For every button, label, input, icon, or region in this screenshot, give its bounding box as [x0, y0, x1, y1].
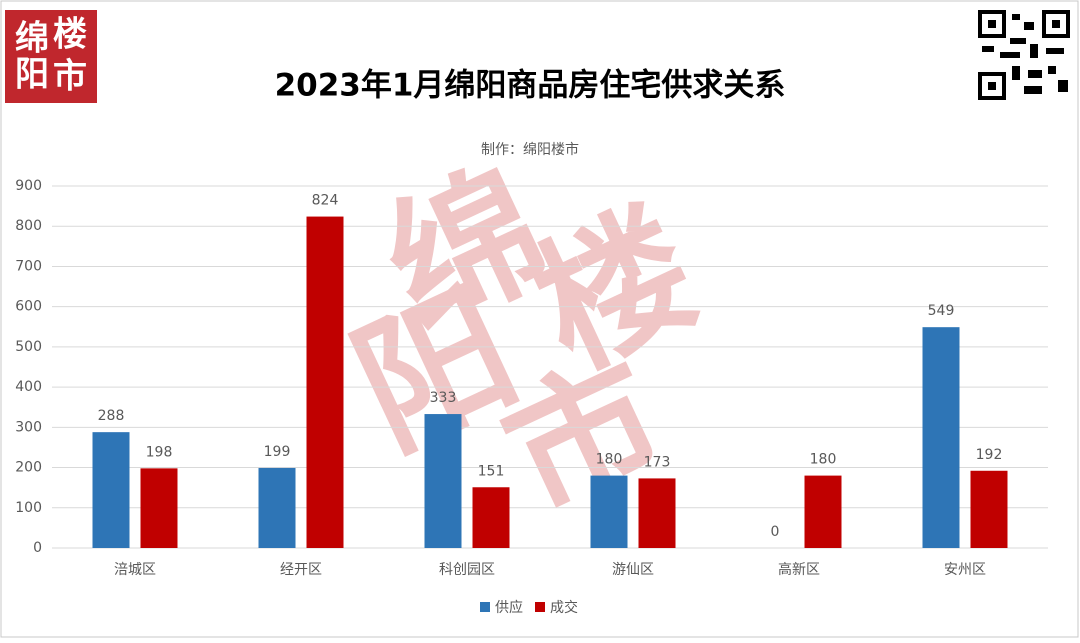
logo-char: 楼 — [53, 15, 87, 55]
y-tick-label: 100 — [15, 500, 42, 516]
chart-subtitle: 制作：绵阳楼市 — [481, 141, 579, 158]
logo-char: 阳 — [15, 55, 49, 95]
bar — [258, 467, 296, 548]
x-tick-label: 安州区 — [944, 562, 986, 578]
value-label: 288 — [98, 408, 125, 424]
value-label: 199 — [264, 444, 291, 460]
y-tick-label: 500 — [15, 339, 42, 355]
bar — [638, 478, 676, 548]
legend-label: 成交 — [550, 599, 578, 616]
y-tick-label: 800 — [15, 218, 42, 234]
bar — [306, 216, 344, 548]
y-tick-label: 200 — [15, 460, 42, 476]
bar — [590, 475, 628, 548]
value-label: 824 — [312, 193, 339, 209]
x-tick-label: 科创园区 — [439, 562, 495, 578]
value-label: 192 — [976, 447, 1003, 463]
logo-box — [5, 10, 97, 103]
value-label: 173 — [644, 454, 671, 470]
value-label: 333 — [430, 390, 457, 406]
value-label: 151 — [478, 463, 505, 479]
x-tick-label: 经开区 — [280, 562, 322, 578]
value-label: 549 — [928, 303, 955, 319]
legend-swatch — [535, 602, 545, 612]
y-tick-label: 600 — [15, 299, 42, 315]
legend-swatch — [480, 602, 490, 612]
chart-title: 2023年1月绵阳商品房住宅供求关系 — [275, 68, 786, 104]
bar — [472, 487, 510, 548]
y-tick-label: 300 — [15, 419, 42, 435]
logo-char: 绵 — [15, 19, 49, 59]
x-tick-label: 游仙区 — [612, 562, 654, 578]
y-tick-label: 400 — [15, 379, 42, 395]
value-label: 198 — [146, 444, 173, 460]
y-tick-label: 0 — [33, 540, 42, 556]
legend-label: 供应 — [495, 599, 523, 616]
bar — [970, 470, 1008, 548]
bar — [804, 475, 842, 548]
bar — [424, 414, 462, 548]
x-tick-label: 高新区 — [778, 561, 820, 578]
logo-char: 市 — [53, 57, 87, 97]
bar — [92, 432, 130, 548]
value-label: 180 — [596, 452, 623, 468]
y-tick-label: 700 — [15, 258, 42, 274]
bar — [922, 327, 960, 548]
value-label: 0 — [771, 524, 780, 540]
y-tick-label: 900 — [15, 178, 42, 194]
x-tick-label: 涪城区 — [114, 562, 156, 578]
bar — [140, 468, 178, 548]
value-label: 180 — [810, 452, 837, 468]
qr-code — [978, 10, 1070, 100]
